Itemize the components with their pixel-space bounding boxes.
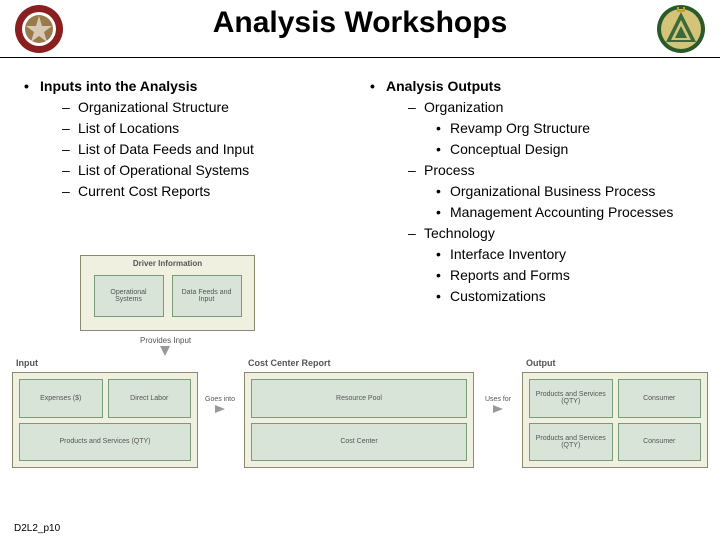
driver-cell: Operational Systems — [94, 275, 164, 317]
output-item: Management Accounting Processes — [370, 202, 696, 223]
seal-right-icon — [656, 4, 706, 54]
input-item: List of Operational Systems — [24, 160, 350, 181]
output-tech: Technology — [370, 223, 696, 244]
output-cell: Products and Services (QTY) — [529, 379, 613, 418]
outputs-header: Analysis Outputs — [370, 76, 696, 97]
input-box: Expenses ($) Direct Labor Products and S… — [12, 372, 198, 468]
arrow-down-icon — [160, 346, 170, 356]
ccr-cell: Resource Pool — [251, 379, 467, 418]
input-cell: Expenses ($) — [19, 379, 103, 418]
driver-title: Driver Information — [81, 256, 254, 271]
outputs-column: Analysis Outputs Organization Revamp Org… — [370, 76, 696, 307]
header-divider — [0, 57, 720, 58]
output-org: Organization — [370, 97, 696, 118]
output-item: Revamp Org Structure — [370, 118, 696, 139]
output-cell: Consumer — [618, 379, 702, 418]
uses-for-arrow: Uses for — [478, 396, 518, 413]
ccr-cell: Cost Center — [251, 423, 467, 462]
output-cell: Consumer — [618, 423, 702, 462]
footer-label: D2L2_p10 — [14, 523, 60, 534]
inputs-header: Inputs into the Analysis — [24, 76, 350, 97]
page-title: Analysis Workshops — [0, 0, 720, 40]
arrow-right-icon — [215, 405, 225, 413]
output-proc: Process — [370, 160, 696, 181]
driver-info-box: Driver Information Operational Systems D… — [80, 255, 255, 331]
input-cell: Products and Services (QTY) — [19, 423, 191, 462]
arrow-label: Uses for — [485, 396, 511, 403]
output-item: Organizational Business Process — [370, 181, 696, 202]
output-box: Products and Services (QTY) Consumer Pro… — [522, 372, 708, 468]
output-item: Customizations — [370, 286, 696, 307]
arrow-right-icon — [493, 405, 503, 413]
output-item: Conceptual Design — [370, 139, 696, 160]
seal-left-icon — [14, 4, 64, 54]
output-section-title: Output — [526, 358, 556, 368]
input-item: Organizational Structure — [24, 97, 350, 118]
output-item: Reports and Forms — [370, 265, 696, 286]
ccr-box: Resource Pool Cost Center — [244, 372, 474, 468]
input-item: List of Data Feeds and Input — [24, 139, 350, 160]
input-cell: Direct Labor — [108, 379, 192, 418]
input-item: Current Cost Reports — [24, 181, 350, 202]
header: Analysis Workshops — [0, 0, 720, 58]
input-section-title: Input — [16, 358, 38, 368]
output-cell: Products and Services (QTY) — [529, 423, 613, 462]
arrow-label: Goes into — [205, 396, 235, 403]
goes-into-arrow: Goes into — [200, 396, 240, 413]
flow-diagram: Driver Information Operational Systems D… — [0, 340, 720, 510]
driver-cell: Data Feeds and Input — [172, 275, 242, 317]
input-item: List of Locations — [24, 118, 350, 139]
ccr-section-title: Cost Center Report — [248, 358, 331, 368]
provides-label: Provides Input — [140, 336, 191, 345]
output-item: Interface Inventory — [370, 244, 696, 265]
